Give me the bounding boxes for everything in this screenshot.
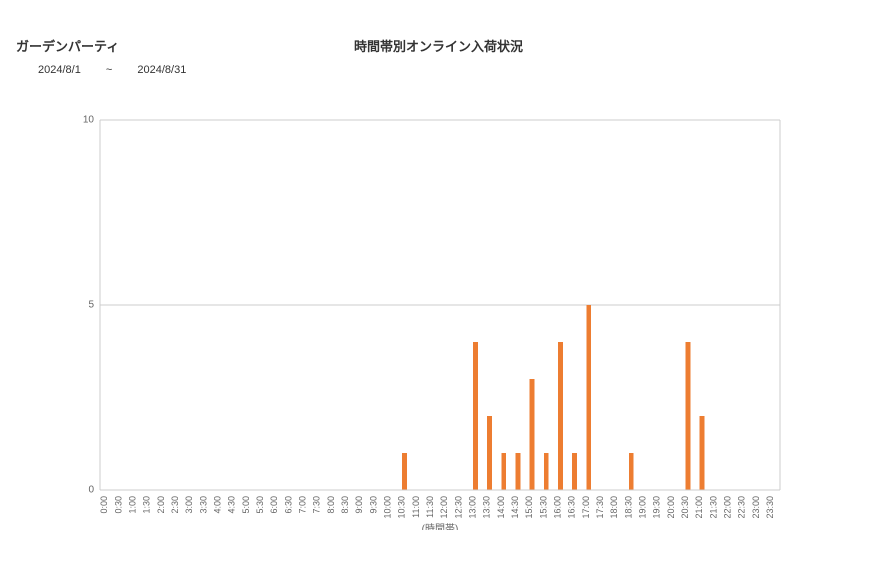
bar <box>530 379 535 490</box>
xtick-label: 11:00 <box>411 496 421 518</box>
xtick-label: 21:30 <box>708 496 718 519</box>
page-title-center: 時間帯別オンライン入荷状況 <box>0 36 877 55</box>
xtick-label: 18:30 <box>623 496 633 519</box>
date-to: 2024/8/31 <box>137 64 186 76</box>
xtick-label: 2:00 <box>156 496 166 514</box>
xtick-label: 5:30 <box>255 496 265 514</box>
xtick-label: 14:30 <box>510 496 520 519</box>
xtick-label: 8:30 <box>340 496 350 514</box>
xtick-label: 0:30 <box>113 496 123 514</box>
xtick-label: 12:00 <box>439 496 449 519</box>
chart-container: 0 5 10 0:00 0:30 1:00 1:30 2:00 2:30 3:00 3:30 4:00… <box>60 110 800 530</box>
xtick-label: 17:00 <box>581 496 591 519</box>
xtick-label: 4:30 <box>227 496 237 514</box>
bar <box>685 342 690 490</box>
xtick-label: 19:00 <box>637 496 647 519</box>
bar <box>572 453 577 490</box>
xtick-label: 1:00 <box>127 496 137 514</box>
xtick-label: 20:00 <box>666 496 676 519</box>
xtick-label: 7:00 <box>297 496 307 514</box>
xtick-label: 14:00 <box>496 496 506 519</box>
bar <box>473 342 478 490</box>
bar <box>544 453 549 490</box>
xtick-label: 15:30 <box>538 496 548 519</box>
date-range: 2024/8/1 ~ 2024/8/31 <box>38 64 186 76</box>
xtick-label: 9:30 <box>368 496 378 514</box>
bar <box>501 453 506 490</box>
xtick-label: 13:00 <box>467 496 477 519</box>
xtick-label: 4:00 <box>212 496 222 514</box>
xtick-label: 20:30 <box>680 496 690 519</box>
xtick-label: 10:00 <box>382 496 392 519</box>
xtick-label: 0:00 <box>99 496 109 514</box>
xtick-label: 16:00 <box>552 496 562 519</box>
ytick-label: 5 <box>88 300 94 311</box>
bar <box>402 453 407 490</box>
xtick-label: 21:00 <box>694 496 704 519</box>
xtick-label: 22:00 <box>722 496 732 519</box>
ytick-label: 0 <box>88 485 94 496</box>
ytick-label: 10 <box>83 115 95 126</box>
xtick-label: 3:00 <box>184 496 194 514</box>
xtick-label: 9:00 <box>354 496 364 514</box>
xtick-label: 19:30 <box>652 496 662 519</box>
xtick-label: 5:00 <box>241 496 251 514</box>
bar <box>629 453 634 490</box>
date-range-separator: ~ <box>106 64 112 76</box>
xtick-label: 8:00 <box>326 496 336 514</box>
xtick-label: 7:30 <box>312 496 322 514</box>
xtick-label: 23:00 <box>751 496 761 519</box>
bar-chart: 0 5 10 0:00 0:30 1:00 1:30 2:00 2:30 3:00 3:30 4:00… <box>60 110 800 530</box>
bar <box>700 416 705 490</box>
xtick-label: 13:30 <box>482 496 492 519</box>
xtick-label: 15:00 <box>524 496 534 519</box>
xtick-label: 6:00 <box>269 496 279 514</box>
xtick-label: 16:30 <box>567 496 577 519</box>
x-axis-title: (時間帯) <box>422 522 459 530</box>
xtick-label: 6:30 <box>283 496 293 514</box>
xtick-label: 10:30 <box>397 496 407 519</box>
xtick-label: 22:30 <box>737 496 747 519</box>
xtick-label: 23:30 <box>765 496 775 519</box>
xtick-label: 17:30 <box>595 496 605 519</box>
xtick-label: 11:30 <box>425 496 435 518</box>
bar <box>586 305 591 490</box>
xtick-label: 1:30 <box>142 496 152 514</box>
bar <box>487 416 492 490</box>
bar <box>558 342 563 490</box>
xtick-label: 18:00 <box>609 496 619 519</box>
bar <box>515 453 520 490</box>
date-from: 2024/8/1 <box>38 64 81 76</box>
xtick-label: 12:30 <box>453 496 463 519</box>
xtick-label: 3:30 <box>198 496 208 514</box>
xtick-label: 2:30 <box>170 496 180 514</box>
